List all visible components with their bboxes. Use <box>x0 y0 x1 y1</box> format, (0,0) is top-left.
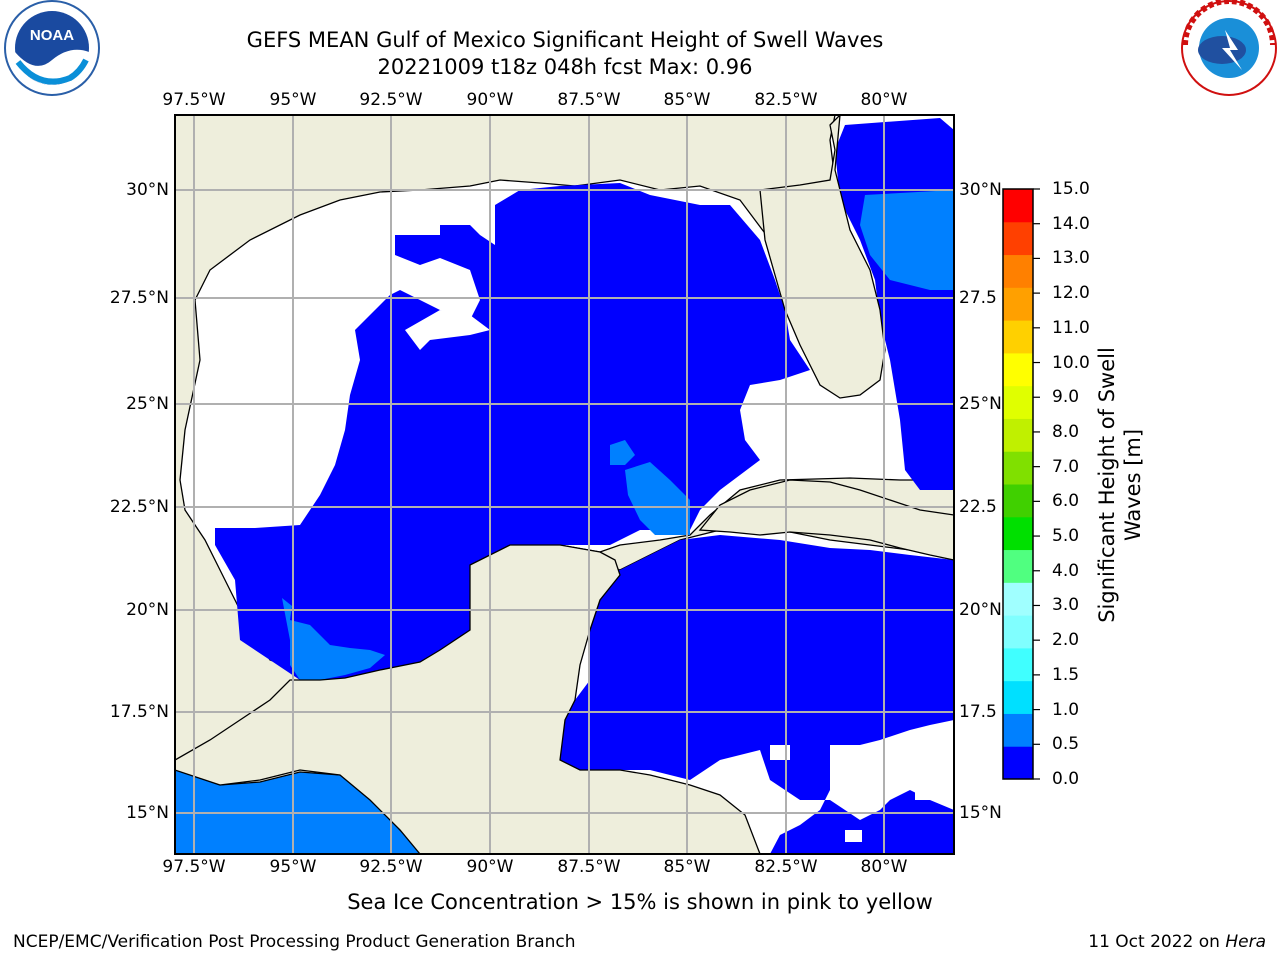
colorbar-tick-label: 1.5 <box>1052 664 1080 685</box>
lat-label-left: 30°N <box>126 180 169 200</box>
lat-label-right: 25°N <box>959 394 1002 414</box>
lon-label-bottom: 82.5°W <box>754 857 818 877</box>
lon-label-top: 82.5°W <box>754 90 818 110</box>
colorbar-tick-label: 13.0 <box>1052 248 1090 269</box>
colorbar-tick-label: 12.0 <box>1052 283 1090 304</box>
colorbar-label-line2: Waves [m] <box>1121 428 1145 542</box>
credit-left: NCEP/EMC/Verification Post Processing Pr… <box>13 932 576 952</box>
colorbar-segment <box>1003 484 1033 518</box>
florida-land <box>759 115 886 399</box>
gulf-white-patch-1 <box>405 310 490 350</box>
colorbar-segment <box>1003 451 1033 485</box>
colorbar-tick-label: 2.0 <box>1052 630 1080 651</box>
lon-label-bottom: 95°W <box>269 857 317 877</box>
map-gridlines <box>175 115 954 854</box>
gulf-swell-dark <box>215 183 810 680</box>
lon-label-bottom: 80°W <box>860 857 908 877</box>
colorbar-segment <box>1003 385 1033 419</box>
colorbar-tick-label: 8.0 <box>1052 421 1080 442</box>
chart-subtitle: 20221009 t18z 048h fcst Max: 0.96 <box>377 55 753 79</box>
lon-label-top: 97.5°W <box>162 90 226 110</box>
lat-label-left: 17.5°N <box>109 702 169 722</box>
gulf-white-patch-2 <box>295 445 313 457</box>
yucatan-land <box>175 544 761 854</box>
colorbar-segment <box>1003 615 1033 649</box>
colorbar-tick-label: 0.0 <box>1052 769 1080 789</box>
colorbar-segment <box>1003 549 1033 583</box>
colorbar-tick-label: 14.0 <box>1052 213 1090 234</box>
lat-label-right: 30°N <box>959 180 1002 200</box>
lat-label-right: 27.5 <box>959 288 997 308</box>
colorbar-segment <box>1003 647 1033 682</box>
noaa-logo-text: NOAA <box>30 27 74 44</box>
credit-right: 11 Oct 2022 on Hera <box>1088 932 1266 952</box>
credit-date: 11 Oct 2022 on <box>1088 932 1220 952</box>
lon-label-bottom: 90°W <box>466 857 514 877</box>
caribbean-swell-dark <box>550 535 954 854</box>
lon-label-top: 85°W <box>663 90 711 110</box>
chart-title: GEFS MEAN Gulf of Mexico Significant Hei… <box>246 28 884 52</box>
lat-label-right: 15°N <box>959 803 1002 823</box>
colorbar <box>1003 189 1033 780</box>
sea-ice-footnote: Sea Ice Concentration > 15% is shown in … <box>347 890 933 914</box>
colorbar-segment <box>1003 582 1033 616</box>
colorbar-tick-label: 4.0 <box>1052 560 1080 581</box>
lat-label-left: 20°N <box>126 600 169 620</box>
gulf-swell-light-2 <box>282 598 385 680</box>
lat-label-right: 22.5 <box>959 497 997 517</box>
colorbar-tick-label: 0.5 <box>1052 734 1080 755</box>
noaa-logo: NOAA <box>4 0 100 96</box>
map-frame <box>174 114 955 855</box>
colorbar-segment <box>1003 680 1033 714</box>
colorbar-tick-label: 6.0 <box>1052 491 1080 512</box>
colorbar-segment <box>1003 254 1033 288</box>
lat-label-left: 22.5°N <box>109 497 169 517</box>
credit-host: Hera <box>1225 932 1266 952</box>
lon-label-top: 92.5°W <box>359 90 423 110</box>
colorbar-tick-marks <box>1033 188 1040 780</box>
lon-label-bottom: 92.5°W <box>359 857 423 877</box>
colorbar-segment <box>1003 320 1033 354</box>
colorbar-tick-label: 10.0 <box>1052 352 1090 373</box>
lat-label-left: 27.5°N <box>109 288 169 308</box>
lat-label-left: 15°N <box>126 803 169 823</box>
lon-label-top: 90°W <box>466 90 514 110</box>
colorbar-tick-label: 7.0 <box>1052 456 1080 477</box>
colorbar-tick-label: 11.0 <box>1052 317 1090 338</box>
colorbar-tick-label: 15.0 <box>1052 179 1090 199</box>
colorbar-tick-label: 9.0 <box>1052 387 1080 408</box>
colorbar-label-line1: Significant Height of Swell <box>1095 347 1119 623</box>
nws-logo <box>1181 0 1277 96</box>
colorbar-frame <box>1002 188 1034 780</box>
colorbar-segment <box>1003 713 1033 747</box>
lon-label-top: 80°W <box>860 90 908 110</box>
colorbar-label: Significant Height of Swell Waves [m] <box>1094 347 1146 623</box>
lon-label-bottom: 97.5°W <box>162 857 226 877</box>
colorbar-segment <box>1003 418 1033 452</box>
gulf-swell-light-1 <box>610 440 690 535</box>
lat-label-right: 17.5 <box>959 702 997 722</box>
colorbar-segment <box>1003 746 1033 780</box>
lat-label-right: 20°N <box>959 600 1002 620</box>
colorbar-segment <box>1003 352 1033 387</box>
colorbar-tick-label: 3.0 <box>1052 595 1080 616</box>
lon-label-bottom: 85°W <box>663 857 711 877</box>
lon-label-top: 95°W <box>269 90 317 110</box>
colorbar-segment <box>1003 287 1033 321</box>
colorbar-tick-label: 5.0 <box>1052 526 1080 547</box>
lon-label-bottom: 87.5°W <box>557 857 621 877</box>
colorbar-segment <box>1003 189 1033 223</box>
colorbar-segment <box>1003 516 1033 551</box>
colorbar-segment <box>1003 221 1033 256</box>
lat-label-left: 25°N <box>126 394 169 414</box>
colorbar-tick-label: 1.0 <box>1052 699 1080 720</box>
lon-label-top: 87.5°W <box>557 90 621 110</box>
